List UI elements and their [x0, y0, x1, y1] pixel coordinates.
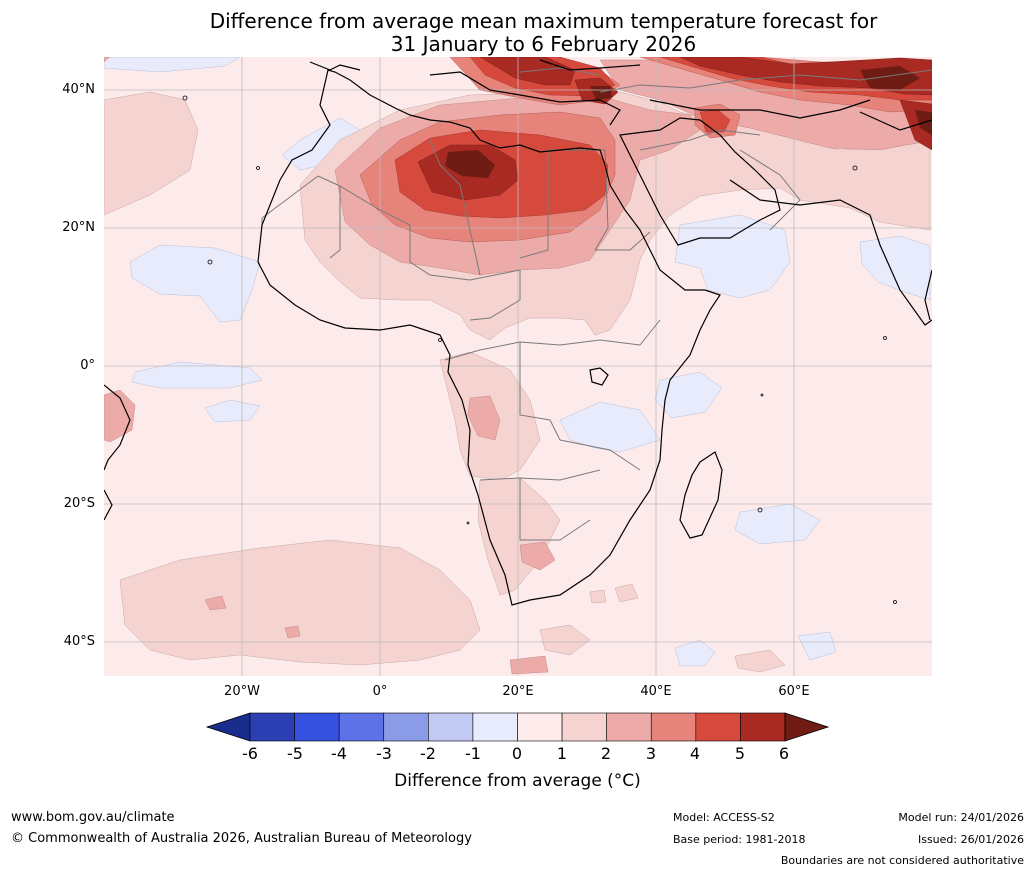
colorbar-tick: 1: [556, 744, 568, 763]
colorbar-box: [740, 712, 786, 742]
colorbar-box: [338, 712, 385, 742]
colorbar-box: [695, 712, 741, 742]
lon-label-20w: 20°W: [224, 684, 260, 699]
colorbar-label: Difference from average (°C): [394, 771, 641, 791]
boundaries-disclaimer: Boundaries are not considered authoritat…: [780, 854, 1024, 867]
chart-title-line2: 31 January to 6 February 2026: [390, 32, 697, 56]
colorbar-box: [249, 712, 295, 742]
colorbar-tick: 5: [734, 744, 746, 763]
base-period: Base period: 1981-2018: [673, 833, 806, 846]
colorbar-tick: 0: [511, 744, 523, 763]
colorbar-tick: -5: [287, 744, 303, 763]
colorbar-tick: 3: [645, 744, 657, 763]
colorbar-box: [606, 712, 652, 742]
issued-date: Issued: 26/01/2026: [917, 833, 1024, 846]
colorbar-tick: -3: [376, 744, 392, 763]
lon-label-60e: 60°E: [778, 684, 810, 699]
copyright-text: © Commonwealth of Australia 2026, Austra…: [11, 831, 472, 846]
lon-label-0: 0°: [372, 684, 388, 699]
colorbar-tick: 6: [778, 744, 790, 763]
model-run-date: Model run: 24/01/2026: [898, 811, 1024, 824]
coastlines: [104, 59, 932, 606]
lat-label-20s: 20°S: [63, 496, 95, 511]
lat-label-40s: 40°S: [63, 634, 95, 649]
chart-title-line1: Difference from average mean maximum tem…: [209, 9, 878, 33]
lon-label-40e: 40°E: [640, 684, 672, 699]
colorbar-tick: -1: [465, 744, 481, 763]
lat-label-20n: 20°N: [62, 220, 95, 235]
colorbar-box: [472, 712, 518, 742]
colorbar-box: [561, 712, 607, 742]
colorbar-box: [294, 712, 340, 742]
country-boundaries: [261, 67, 932, 541]
website-link[interactable]: www.bom.gov.au/climate: [11, 810, 175, 825]
colorbar-box: [650, 712, 697, 742]
colorbar-tick: 2: [600, 744, 612, 763]
islands: [182, 95, 897, 604]
map-area: [104, 57, 932, 676]
colorbar-box: [428, 712, 474, 742]
lat-label-40n: 40°N: [62, 82, 95, 97]
colorbar-tick: -2: [420, 744, 436, 763]
colorbar-extend-low: [205, 712, 251, 742]
colorbar-tick: 4: [689, 744, 701, 763]
colorbar-tick: -4: [331, 744, 347, 763]
colorbar-tick: -6: [242, 744, 258, 763]
model-name: Model: ACCESS-S2: [673, 811, 775, 824]
lat-label-0: 0°: [80, 358, 95, 373]
colorbar-extend-high: [784, 712, 830, 742]
colorbar-box: [383, 712, 429, 742]
lon-label-20e: 20°E: [502, 684, 534, 699]
colorbar: [205, 712, 830, 742]
graticule: [104, 57, 932, 676]
colorbar-box: [517, 712, 563, 742]
